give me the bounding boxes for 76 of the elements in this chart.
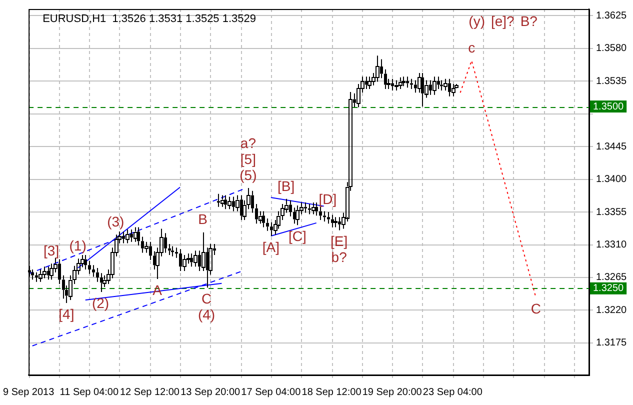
y-tick-label: 1.3175 [596, 338, 628, 349]
candlestick [96, 268, 99, 282]
candlestick [255, 204, 258, 224]
candlestick [432, 76, 436, 96]
annotation: C [530, 300, 542, 317]
x-tick-label: 17 Sep 04:00 [241, 386, 302, 398]
annotation: [A] [262, 238, 280, 255]
candlestick [315, 202, 318, 216]
candlestick [84, 254, 87, 270]
candlestick [62, 274, 65, 300]
annotation: (y) [468, 12, 485, 29]
x-tick-label: 19 Sep 20:00 [362, 386, 422, 398]
candlestick [168, 244, 171, 256]
ref-line-label: 1.3250 [593, 283, 624, 294]
candlestick [410, 78, 413, 90]
candlestick [92, 264, 95, 278]
chart-title: EURUSD,H1 1.3526 1.3531 1.3525 1.3529 [42, 13, 256, 26]
candlestick [384, 68, 387, 90]
annotation: [C] [288, 228, 306, 244]
candlestick [296, 204, 300, 226]
annotation: [E] [330, 233, 348, 250]
annotation: a? [240, 134, 256, 151]
candlestick [126, 228, 130, 244]
annotation: b? [331, 249, 348, 266]
annotation: C [201, 290, 212, 307]
annotation: [4] [58, 306, 74, 322]
candlestick [88, 260, 91, 274]
ref-line-label: 1.3500 [593, 101, 624, 112]
annotation: (1) [69, 237, 86, 254]
x-tick-label: 9 Sep 2013 [2, 386, 55, 398]
annotation: [3] [44, 242, 60, 259]
annotation: (4) [198, 306, 216, 323]
annotation: (2) [92, 294, 110, 311]
candlestick [38, 268, 42, 282]
y-tick-label: 1.3580 [596, 43, 628, 54]
candlestick [398, 76, 402, 90]
annotation: [5] [240, 150, 256, 167]
y-tick-label: 1.3445 [596, 141, 628, 152]
annotation: B? [520, 12, 538, 29]
candlestick [194, 250, 198, 268]
candlestick [171, 246, 174, 257]
y-tick-label: 1.3625 [596, 10, 628, 22]
x-tick-label: 18 Sep 12:00 [302, 386, 362, 398]
candlestick [137, 226, 140, 246]
candlestick [334, 216, 338, 228]
annotation: (5) [240, 166, 257, 183]
x-tick-label: 11 Sep 04:00 [60, 386, 119, 398]
y-tick-label: 1.3310 [596, 240, 628, 251]
y-tick-label: 1.3265 [596, 272, 628, 284]
candlestick [262, 210, 265, 228]
annotation: [e]? [490, 12, 515, 29]
x-tick-label: 12 Sep 12:00 [120, 386, 180, 398]
y-tick-label: 1.3535 [596, 76, 628, 87]
annotation: c [468, 40, 476, 56]
annotation: B [198, 211, 208, 228]
annotation: (3) [107, 213, 124, 230]
candlestick [266, 218, 269, 232]
candlestick [368, 76, 372, 90]
candlestick [175, 247, 178, 258]
candlestick [323, 210, 326, 222]
candlestick [376, 55, 380, 82]
candlestick [31, 268, 34, 280]
y-tick-label: 1.3220 [596, 304, 628, 316]
candlestick [100, 272, 103, 293]
candlestick [217, 193, 220, 208]
annotation: [B] [278, 178, 295, 194]
x-tick-label: 23 Sep 04:00 [422, 386, 483, 398]
y-tick-label: 1.3400 [596, 174, 628, 186]
candlestick [308, 204, 311, 215]
candlestick [202, 232, 206, 272]
candlestick [327, 212, 330, 224]
annotation: [D] [318, 190, 337, 207]
candlestick [228, 196, 232, 210]
x-tick-label: 13 Sep 20:00 [180, 386, 241, 398]
y-tick-label: 1.3355 [596, 206, 628, 218]
candlestick [319, 206, 322, 221]
